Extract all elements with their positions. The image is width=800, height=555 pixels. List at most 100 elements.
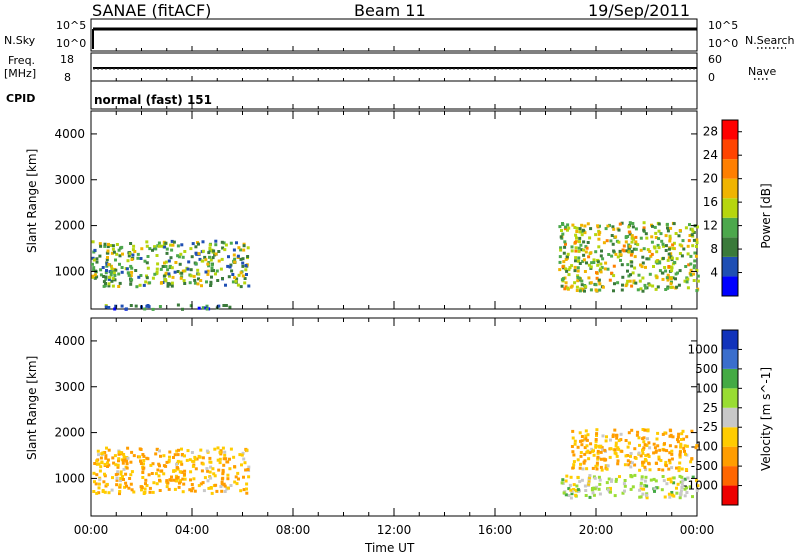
range-cell — [119, 472, 123, 476]
range-cell — [680, 486, 684, 489]
range-cell — [217, 259, 221, 263]
range-cell — [654, 231, 658, 235]
range-cell — [104, 275, 108, 279]
range-cell — [210, 266, 214, 270]
range-cell — [148, 247, 152, 251]
range-cell — [211, 256, 215, 260]
range-cell — [600, 249, 603, 253]
range-cell — [682, 247, 686, 251]
range-cell — [648, 446, 652, 450]
range-cell — [656, 243, 660, 247]
range-cell — [106, 249, 110, 253]
range-cell — [179, 252, 183, 256]
range-cell — [579, 439, 582, 443]
range-cell — [138, 447, 142, 451]
range-cell — [582, 240, 586, 244]
range-cell — [170, 284, 174, 288]
range-cell — [177, 448, 180, 452]
range-cell — [620, 288, 624, 292]
range-cell — [197, 252, 201, 256]
range-cell — [242, 248, 246, 252]
range-cell — [217, 250, 221, 253]
power-colorbar-tick-label: 4 — [710, 266, 718, 280]
range-cell — [241, 264, 245, 268]
range-cell — [114, 304, 118, 308]
range-cell — [231, 280, 235, 284]
range-cell — [693, 264, 696, 268]
range-cell — [174, 474, 178, 478]
range-cell — [613, 494, 617, 498]
range-cell — [144, 478, 148, 482]
range-cell — [117, 459, 120, 463]
range-cell — [237, 273, 241, 277]
range-cell — [567, 268, 571, 272]
range-cell — [149, 463, 153, 467]
range-cell — [589, 265, 593, 269]
range-cell — [98, 254, 102, 258]
range-cell — [617, 228, 621, 232]
range-cell — [144, 280, 148, 284]
x-tick-label: 00:00 — [74, 523, 109, 537]
range-cell — [656, 431, 660, 435]
range-cell — [572, 488, 576, 491]
range-cell — [689, 460, 693, 464]
range-cell — [100, 461, 104, 465]
range-cell — [214, 272, 217, 276]
range-cell — [678, 252, 682, 255]
range-cell — [592, 261, 596, 264]
range-cell — [587, 276, 591, 280]
range-cell — [643, 428, 647, 432]
range-cell — [130, 488, 134, 492]
range-cell — [671, 243, 675, 247]
range-cell — [151, 490, 155, 494]
range-cell — [194, 467, 198, 471]
range-cell — [578, 236, 582, 240]
range-cell — [618, 249, 622, 253]
range-cell — [104, 305, 108, 309]
range-cell — [679, 438, 683, 441]
range-cell — [570, 445, 574, 448]
range-cell — [690, 227, 694, 231]
range-cell — [647, 441, 651, 445]
range-cell — [578, 276, 582, 280]
range-cell — [131, 253, 135, 257]
range-cell — [564, 285, 568, 289]
range-cell — [129, 482, 133, 486]
range-cell — [630, 264, 634, 268]
range-cell — [629, 273, 632, 277]
range-cell — [205, 467, 209, 471]
range-cell — [164, 265, 168, 268]
range-cell — [132, 490, 136, 494]
range-cell — [595, 432, 599, 436]
range-cell — [623, 463, 627, 467]
range-cell — [214, 483, 218, 487]
range-cell — [659, 232, 663, 236]
range-cell — [616, 462, 620, 466]
range-cell — [599, 444, 603, 448]
range-cell — [633, 447, 637, 451]
range-cell — [235, 482, 239, 486]
range-cell — [613, 282, 616, 286]
range-cell — [129, 274, 133, 278]
range-cell — [655, 259, 659, 263]
range-cell — [593, 476, 597, 480]
range-cell — [564, 281, 568, 285]
range-cell — [135, 285, 139, 289]
range-cell — [636, 288, 640, 292]
nsky-label: N.Sky — [4, 34, 36, 47]
range-cell — [592, 493, 596, 497]
range-cell — [664, 269, 668, 273]
power-cells — [91, 221, 700, 311]
range-cell — [567, 226, 571, 230]
range-cell — [583, 446, 587, 450]
range-cell — [572, 460, 576, 464]
range-cell — [569, 496, 573, 500]
range-cell — [224, 304, 228, 307]
colorbars: 4 8 12 16 20 24 28 1000 500 100 25 -25 -100 -500 -1000 — [683, 119, 742, 506]
range-cell — [244, 264, 248, 267]
range-cell — [570, 245, 574, 249]
range-cell — [639, 236, 643, 240]
range-cell — [156, 262, 160, 266]
range-cell — [121, 459, 125, 463]
